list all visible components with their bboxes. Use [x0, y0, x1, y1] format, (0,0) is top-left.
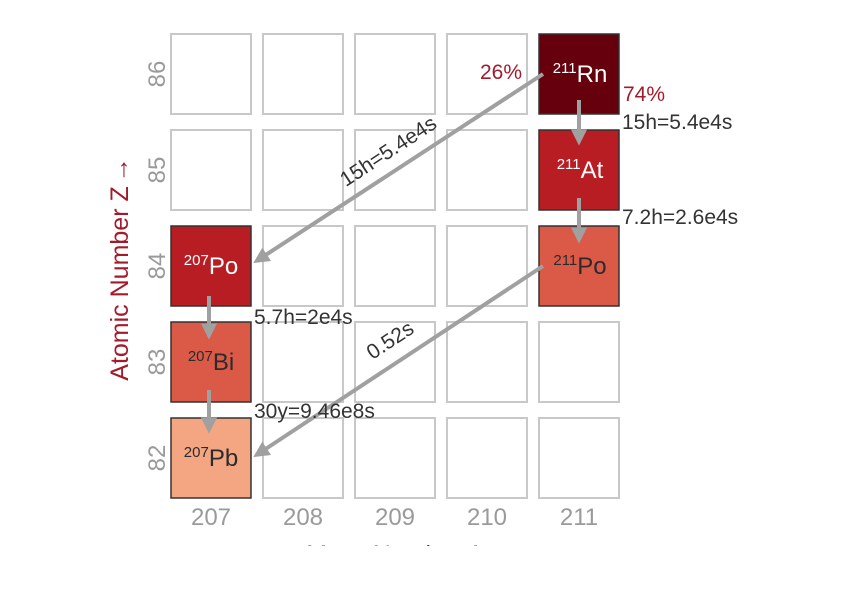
y-axis-title: Atomic Number Z →: [106, 157, 134, 380]
nuclide-symbol: Po: [577, 253, 606, 280]
nuclide-symbol: Rn: [577, 61, 608, 88]
nuclide-symbol: At: [581, 157, 604, 184]
grid-cell: [170, 129, 252, 211]
grid-cell: [446, 129, 528, 211]
grid-cell: [354, 225, 436, 307]
grid-cell: [446, 321, 528, 403]
x-tick-label: 207: [191, 504, 231, 531]
x-tick-label: 210: [467, 504, 507, 531]
grid-cell: [262, 321, 344, 403]
nuclide-bi207: 207Bi: [170, 321, 252, 403]
grid-cell: [262, 33, 344, 115]
nuclide-symbol: Pb: [209, 445, 238, 472]
nuclide-mass: 211: [553, 60, 577, 77]
y-axis-ticks: 82 83 84 85 86: [144, 61, 171, 472]
decay-label-rn211-beta: 15h=5.4e4s: [622, 111, 732, 134]
y-tick-label: 85: [144, 157, 171, 184]
nuclide-label: 207Pb: [184, 444, 238, 472]
x-axis-title: Mass Number A: [306, 541, 484, 569]
branching-beta-label: 74%: [623, 83, 665, 106]
nuclide-label: 207Bi: [188, 348, 234, 376]
grid-cell: [170, 33, 252, 115]
decay-label-po207: 5.7h=2e4s: [254, 306, 353, 329]
grid-cell: [538, 321, 620, 403]
nuclide-mass: 207: [188, 348, 213, 365]
grid-cell: [446, 33, 528, 115]
y-tick-label: 84: [144, 253, 171, 280]
grid-cell: [262, 129, 344, 211]
nuclide-label: 211At: [557, 156, 604, 184]
grid-cell: [262, 417, 344, 499]
nuclide-mass: 211: [553, 252, 577, 269]
x-tick-label: 209: [375, 504, 415, 531]
grid-cell: [538, 417, 620, 499]
x-tick-label: 211: [560, 504, 598, 531]
nuclide-symbol: Bi: [213, 349, 234, 376]
y-tick-label: 83: [144, 349, 171, 376]
nuclide-at211: 211At: [538, 129, 620, 211]
nuclide-mass: 211: [557, 156, 581, 173]
grid-cell: [354, 417, 436, 499]
grid-cell: [446, 417, 528, 499]
alpha-decay-arrow: [253, 72, 545, 264]
nuclide-label: 211Po: [553, 252, 606, 280]
x-tick-label: 208: [283, 504, 323, 531]
grid-cell: [446, 225, 528, 307]
x-axis-ticks: 207 208 209 210 211: [191, 504, 598, 531]
decay-label-bi207: 30y=9.46e8s: [254, 400, 375, 423]
nuclide-po207: 207Po: [170, 225, 252, 307]
grid-cell: [262, 225, 344, 307]
nuclide-label: 211Rn: [553, 60, 608, 88]
y-tick-label: 86: [144, 61, 171, 88]
nuclide-box: [538, 129, 620, 211]
decay-label-at211: 7.2h=2.6e4s: [622, 206, 738, 229]
decay-arrows: [201, 72, 587, 458]
nuclide-mass: 207: [184, 444, 209, 461]
nuclide-mass: 207: [184, 252, 209, 269]
nuclide-pb207: 207Pb: [170, 417, 252, 499]
nuclide-symbol: Po: [209, 253, 238, 280]
chart-grid: [170, 33, 620, 499]
y-axis-title-text: Atomic Number Z: [106, 186, 134, 380]
y-axis-arrow: →: [106, 157, 134, 182]
nuclide-label: 207Po: [184, 252, 238, 280]
y-tick-label: 82: [144, 445, 171, 472]
grid-cell: [354, 33, 436, 115]
branching-alpha-label: 26%: [480, 61, 522, 84]
nuclide-box: [170, 225, 252, 307]
alpha-decay-arrow: [253, 264, 545, 458]
